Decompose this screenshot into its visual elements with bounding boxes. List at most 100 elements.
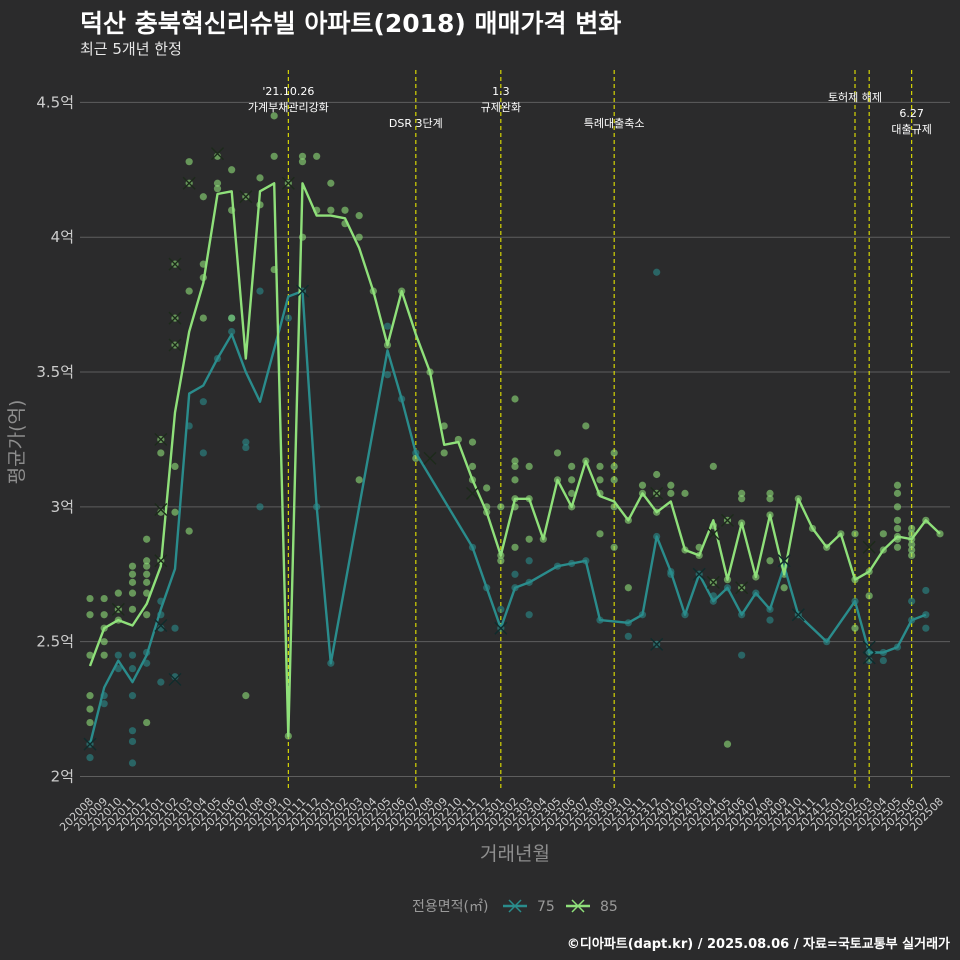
event-label: 6.27 (899, 107, 924, 120)
data-point-85 (128, 589, 137, 597)
x-axis-title: 거래년월 (480, 843, 550, 865)
data-point-85 (100, 611, 108, 619)
data-point-85 (766, 557, 774, 565)
data-point-85 (199, 314, 207, 322)
data-point-85 (355, 212, 363, 220)
data-point-85 (596, 530, 604, 538)
data-point-85 (185, 158, 193, 166)
data-point-85 (908, 551, 916, 559)
data-point-75 (128, 651, 137, 659)
y-axis-title: 평균가(억) (6, 400, 28, 485)
data-point-75 (242, 443, 250, 452)
data-point-85 (497, 557, 505, 565)
data-point-85 (483, 484, 491, 492)
legend-label-85: 85 (600, 899, 618, 915)
data-point-85 (738, 489, 746, 497)
event-label: 대출규제 (891, 123, 931, 136)
x-marker-75 (650, 637, 664, 651)
data-point-85 (185, 527, 193, 535)
data-point-85 (468, 438, 477, 446)
data-point-75 (171, 624, 179, 632)
data-point-85 (766, 495, 774, 503)
x-marker-75 (83, 737, 97, 751)
data-point-85 (171, 508, 179, 516)
data-point-85 (128, 605, 137, 613)
x-marker-85 (111, 602, 125, 616)
data-point-85 (86, 705, 94, 713)
x-marker-85 (154, 432, 168, 446)
data-point-85 (143, 562, 151, 570)
data-point-75 (128, 737, 137, 746)
data-point-85 (199, 193, 207, 201)
x-marker-85 (281, 176, 295, 190)
data-point-85 (511, 476, 519, 484)
data-point-85 (228, 314, 236, 322)
data-point-85 (851, 530, 859, 538)
x-marker-85 (862, 540, 876, 554)
x-marker-75 (494, 621, 508, 635)
data-point-85 (525, 462, 533, 471)
data-point-75 (242, 438, 250, 446)
data-point-85 (143, 557, 151, 565)
data-point-85 (242, 692, 250, 700)
data-point-75 (128, 727, 137, 735)
data-point-85 (511, 395, 519, 403)
data-point-85 (723, 740, 732, 748)
data-point-75 (128, 692, 137, 700)
x-marker-85 (706, 527, 720, 541)
legend: 전용면적(㎡) 75 85 (412, 899, 618, 915)
data-point-85 (86, 594, 94, 603)
data-point-85 (893, 489, 902, 497)
data-point-85 (893, 503, 902, 511)
data-point-85 (298, 152, 307, 160)
data-point-85 (143, 611, 151, 619)
data-point-85 (213, 185, 222, 193)
data-point-75 (256, 287, 264, 295)
data-point-85 (893, 524, 902, 533)
x-tick-labels: 2020082020092020102020112020122021012021… (57, 795, 946, 834)
x-marker-85 (650, 486, 664, 500)
event-label: 토허제 해제 (828, 90, 882, 104)
data-point-75 (86, 754, 94, 762)
data-point-85 (143, 535, 151, 543)
chart-title: 덕산 충북혁신리슈빌 아파트(2018) 매매가격 변화 (80, 9, 622, 38)
x-marker-75 (168, 672, 182, 686)
y-tick-label: 3.5억 (36, 363, 74, 381)
series-line-75 (88, 289, 927, 745)
data-point-85 (468, 462, 477, 471)
data-point-85 (171, 462, 179, 471)
y-tick-label: 4.5억 (36, 93, 74, 111)
data-point-85 (610, 449, 618, 457)
data-point-75 (228, 327, 236, 336)
data-point-75 (256, 503, 264, 511)
legend-label-75: 75 (537, 899, 555, 915)
data-point-85 (100, 638, 108, 646)
data-point-85 (610, 462, 618, 471)
data-point-85 (568, 476, 576, 484)
data-point-85 (738, 495, 746, 503)
legend-title: 전용면적(㎡) (412, 899, 488, 915)
x-marker-85 (466, 486, 479, 500)
data-point-85 (228, 166, 236, 174)
data-point-75 (653, 268, 661, 276)
event-label: 특례대출축소 (584, 117, 645, 130)
x-marker-85 (182, 176, 196, 190)
data-point-85 (100, 594, 108, 603)
data-point-85 (143, 570, 151, 578)
data-point-85 (851, 624, 859, 632)
data-point-85 (681, 489, 689, 497)
data-point-85 (582, 422, 590, 430)
data-point-75 (100, 700, 108, 708)
data-point-75 (128, 759, 137, 767)
data-point-75 (922, 624, 930, 632)
y-tick-labels: 2억 2.5억 3억 3.5억 4억 4.5억 (36, 93, 74, 785)
data-point-85 (327, 206, 335, 214)
data-point-75 (525, 557, 533, 565)
x-marker-85 (211, 147, 224, 161)
data-point-75 (908, 597, 916, 605)
data-point-85 (893, 516, 902, 524)
x-marker-85 (735, 581, 749, 595)
data-point-85 (653, 470, 661, 479)
data-point-75 (199, 449, 207, 457)
data-point-85 (893, 481, 902, 489)
